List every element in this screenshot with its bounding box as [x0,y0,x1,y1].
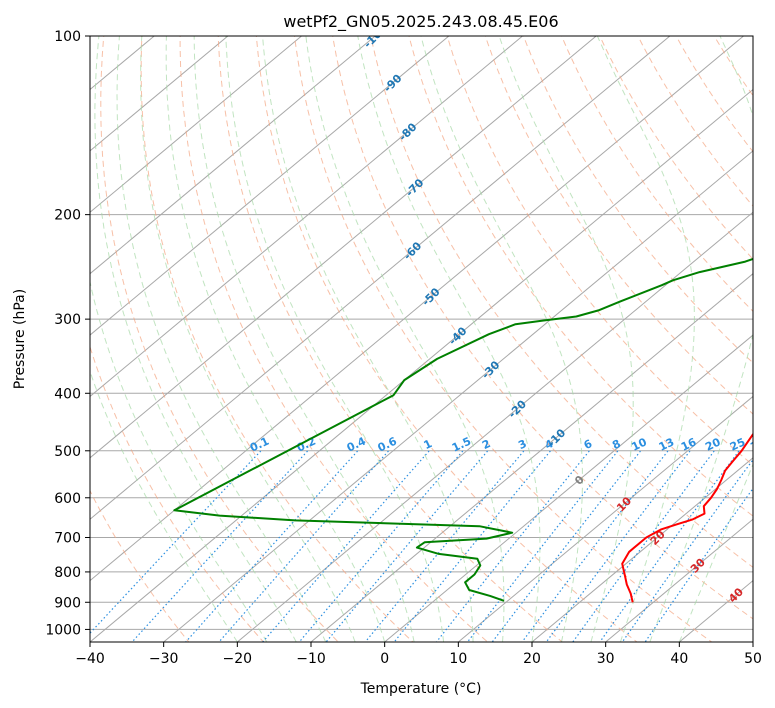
y-tick-label: 700 [54,531,81,547]
dry-adiabat-line [100,36,339,642]
y-tick-label: 1000 [45,622,81,638]
isotherm-line [90,36,523,398]
x-tick-label: −20 [223,651,253,667]
dry-adiabat-line [370,36,753,568]
isotherm-line [237,211,753,642]
mixing-ratio-label: 13 [657,436,676,454]
x-tick-label: 40 [670,651,688,667]
mixing-ratio-line [261,450,430,642]
mixing-ratio-line [184,450,359,642]
moist-adiabat-line [90,279,268,642]
mixing-ratio-label: 10 [630,435,650,453]
moist-adiabat-line [262,36,474,642]
mixing-ratio-line [364,450,525,642]
y-tick-label: 800 [54,565,81,581]
sounding-profiles [173,257,753,603]
dry-adiabat-line [484,36,753,415]
plot-frame [89,35,754,643]
mixing-ratio-line [435,450,590,642]
isotherm-line [90,36,376,275]
y-tick-label: 200 [54,208,81,224]
isotherm-line [90,36,597,459]
isotherm-line [605,518,753,642]
mixing-ratio-line [491,450,641,642]
moist-adiabat-line [596,36,695,642]
mixing-ratio-line [325,450,489,642]
x-tick-label: −10 [296,651,326,667]
y-tick-label: 500 [54,444,81,460]
isotherm-line [90,36,744,582]
y-tick-label: 600 [54,491,81,507]
dry-adiabat-line [217,36,564,642]
mixing-ratio-line [90,450,262,635]
axis-ticks: −40 −30 −20 −10 0 10 20 30 40 50 100 200 300 400 500 60… [45,29,762,667]
mixing-ratio-line [644,487,753,642]
mixing-ratio-line [466,450,619,642]
moist-adiabat-line [140,36,356,642]
dry-adiabat-line [90,489,190,642]
mixing-ratio-line [131,450,309,642]
y-tick-label: 400 [54,386,81,402]
moist-adiabat-line [649,36,753,642]
dry-adiabat-line [332,36,753,620]
mixing-ratio-line [599,450,740,642]
mixing-ratio-line [572,450,715,642]
isotherm-line [90,36,229,152]
y-axis-title: Pressure (hPa) [12,289,28,389]
moist-adiabat-line [225,36,445,642]
dry-adiabat-line [561,36,753,313]
x-tick-label: 10 [449,651,467,667]
mixing-ratio-line [298,450,464,642]
mixing-ratio-line [521,450,669,642]
dry-adiabat-line [675,36,753,153]
isotherm-line [90,36,450,336]
dry-adiabat-line [255,36,638,642]
isotherm-line [531,457,753,642]
mixing-ratio-line [621,458,753,642]
dry-adiabat-line [522,36,753,364]
moist-adiabat-line [193,36,415,642]
moist-adiabat-line [90,369,238,642]
isotherm-line [90,36,302,213]
isotherm-line [384,334,753,642]
x-tick-label: 20 [523,651,541,667]
moist-adiabat-line [498,36,634,642]
chart-title: wetPf2_GN05.2025.243.08.45.E06 [283,12,558,32]
y-tick-label: 300 [54,312,81,328]
isotherm-line [90,36,671,520]
isotherm-line [90,88,753,642]
temperature-profile-line [621,432,753,603]
dry-adiabat-line [294,36,713,642]
dewpoint-profile-line [173,257,753,602]
dry-adiabat-line [90,345,265,642]
x-tick-label: 50 [744,651,762,667]
moist-adiabat-line [678,463,753,642]
moist-adiabat-line [420,36,583,642]
moist-adiabat-line [94,36,297,642]
moist-adiabat-line [165,36,386,642]
x-tick-label: 30 [597,651,615,667]
x-tick-label: −40 [75,651,105,667]
x-tick-label: −30 [149,651,179,667]
y-tick-label: 900 [54,595,81,611]
y-tick-label: 100 [54,29,81,45]
background-lines [90,36,753,642]
mixing-ratio-label: 20 [703,435,723,453]
isotherm-line [458,395,753,642]
moist-adiabat-line [357,36,541,642]
dry-adiabat-line [179,36,489,642]
mixing-ratio-line [545,450,691,642]
x-axis-title: Temperature (°C) [360,681,482,697]
moist-adiabat-line [116,36,327,642]
dry-adiabat-line [408,36,753,517]
mixing-ratio-label: 16 [679,435,699,453]
moist-adiabat-line [305,36,505,642]
mixing-ratio-label: 30 [748,435,768,453]
dry-adiabat-line [140,36,414,642]
x-tick-label: 0 [380,651,389,667]
isotherm-line [163,150,753,642]
